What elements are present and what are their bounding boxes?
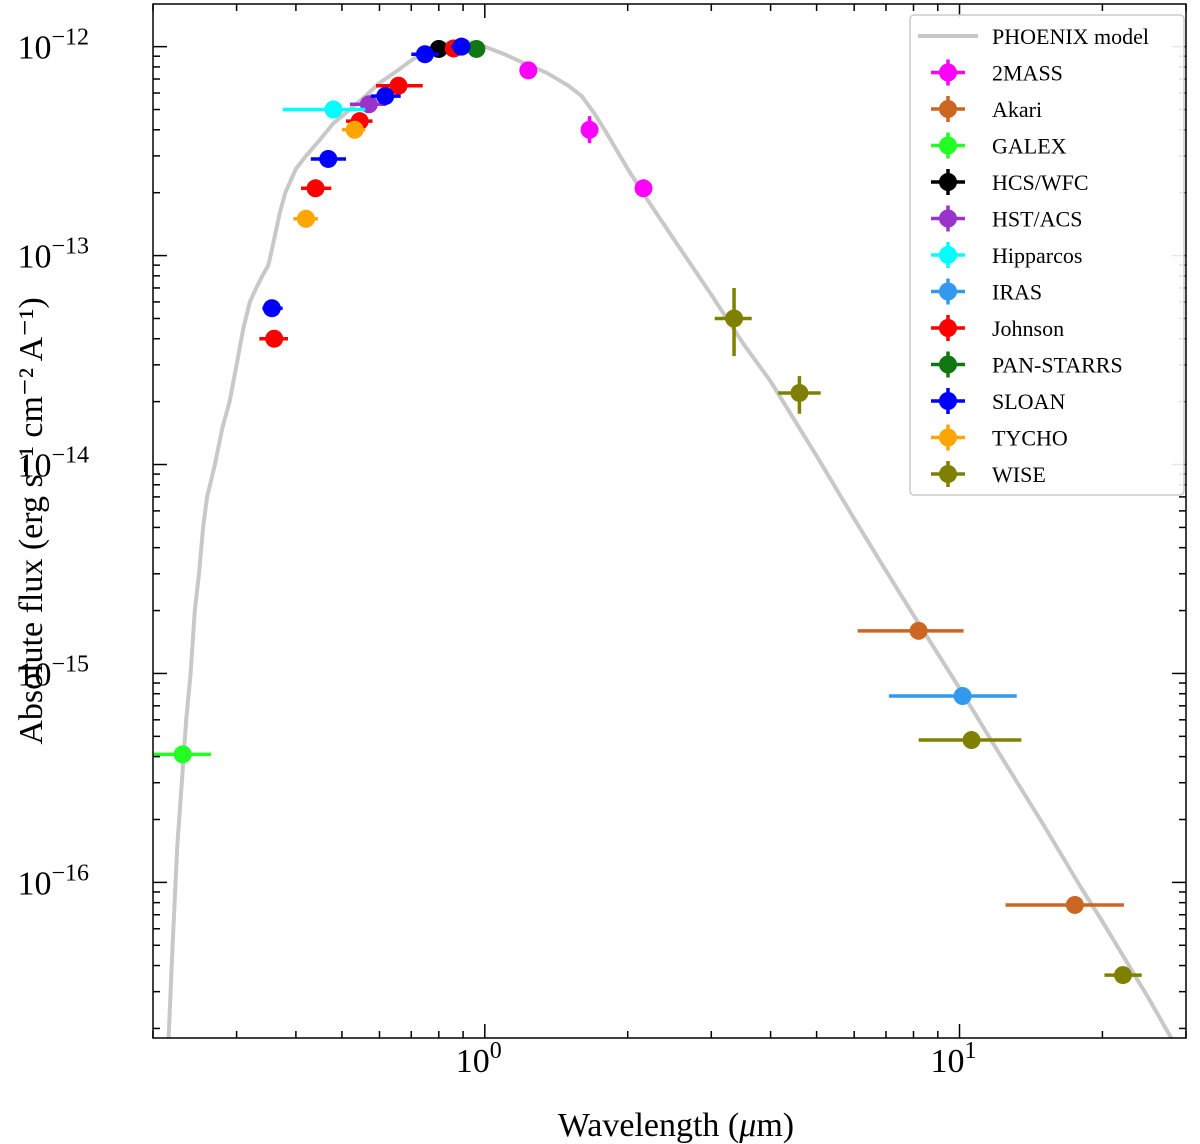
legend-label-tycho: TYCHO [992, 426, 1068, 451]
point-sloan-0[interactable] [262, 299, 281, 318]
legend-marker-sloan [939, 392, 957, 410]
legend-item-wise: WISE [931, 461, 1046, 487]
legend-label-galex: GALEX [992, 134, 1067, 159]
series-pan-starrs [467, 39, 486, 58]
point-wise-3[interactable] [1113, 966, 1132, 985]
y-tick-label-3: 10−15 [17, 651, 89, 693]
legend-marker-hst-acs [939, 209, 957, 228]
legend-marker-hcs-wfc [939, 173, 957, 191]
legend-item-2mass: 2MASS [931, 59, 1063, 86]
legend-item-hcs-wfc: HCS/WFC [931, 169, 1089, 195]
axis-tick-labels: 100 101 10−12 10−13 10−14 10−15 10−16 [17, 25, 976, 1080]
legend-label-akari: Akari [992, 97, 1042, 122]
x-axis-label: Wavelength (μm) [558, 1107, 794, 1144]
legend-label-wise: WISE [992, 462, 1046, 487]
point-2mass-0[interactable] [519, 61, 538, 80]
legend-marker-tycho [939, 428, 957, 447]
legend: PHOENIX model 2MASS Akari GALEX HCS/WFC HST/A… [909, 14, 1185, 496]
legend-item-hst-acs: HST/ACS [931, 205, 1082, 232]
legend-box [909, 14, 1185, 496]
axis-ticks [152, 4, 1187, 1038]
legend-marker-pan-starrs [939, 355, 957, 374]
legend-label-2mass: 2MASS [992, 61, 1063, 86]
legend-item-akari: Akari [931, 96, 1042, 122]
point-hipparcos-0[interactable] [324, 100, 343, 119]
series-iras [888, 687, 1017, 706]
legend-marker-johnson [939, 319, 957, 337]
y-tick-label-4: 10−16 [17, 860, 89, 902]
point-akari-0[interactable] [909, 621, 928, 640]
legend-label-johnson: Johnson [992, 316, 1064, 341]
series-hipparcos [282, 100, 366, 119]
legend-label-phoenix-model: PHOENIX model [992, 24, 1149, 49]
legend-item-pan-starrs: PAN-STARRS [931, 351, 1123, 378]
legend-item-johnson: Johnson [931, 315, 1064, 341]
y-tick-label-1: 10−13 [17, 234, 89, 276]
series-johnson [259, 39, 463, 348]
legend-item-galex: GALEX [931, 132, 1067, 159]
legend-item-sloan: SLOAN [931, 388, 1065, 414]
y-tick-label-0: 10−12 [17, 25, 89, 67]
legend-marker-galex [939, 136, 957, 155]
point-2mass-2[interactable] [634, 179, 653, 198]
model-layer [166, 39, 1174, 1038]
legend-marker-iras [939, 282, 957, 301]
legend-marker-2mass [939, 63, 957, 82]
series-akari [857, 621, 1124, 914]
point-wise-1[interactable] [790, 383, 809, 402]
legend-label-hcs-wfc: HCS/WFC [992, 170, 1089, 195]
point-tycho-1[interactable] [345, 120, 364, 139]
series-2mass [519, 61, 653, 198]
point-wise-2[interactable] [962, 731, 981, 750]
legend-label-iras: IRAS [992, 280, 1042, 305]
point-sloan-2[interactable] [376, 87, 395, 106]
series-galex [153, 745, 212, 764]
legend-label-pan-starrs: PAN-STARRS [992, 353, 1123, 378]
point-2mass-1[interactable] [580, 120, 599, 139]
phoenix-model-line [166, 39, 1174, 1038]
point-tycho-0[interactable] [296, 209, 315, 228]
point-johnson-3[interactable] [389, 76, 408, 95]
legend-marker-hipparcos [939, 246, 957, 264]
legend-item-iras: IRAS [931, 278, 1042, 305]
point-sloan-1[interactable] [319, 149, 338, 168]
y-tick-label-2: 10−14 [17, 443, 89, 485]
x-tick-label-1: 101 [931, 1038, 977, 1080]
legend-label-sloan: SLOAN [992, 389, 1065, 414]
point-wise-0[interactable] [725, 309, 744, 328]
series-sloan [262, 37, 471, 318]
point-johnson-1[interactable] [306, 179, 325, 198]
x-tick-label-0: 100 [456, 1038, 502, 1080]
data-layer [153, 37, 1142, 985]
series-wise [714, 287, 1142, 985]
legend-marker-wise [939, 465, 957, 483]
point-galex-0[interactable] [173, 745, 192, 764]
point-sloan-4[interactable] [452, 37, 471, 56]
plot-frame [152, 3, 1187, 1039]
point-johnson-0[interactable] [265, 329, 284, 348]
point-sloan-3[interactable] [415, 45, 434, 64]
legend-marker-akari [939, 100, 957, 118]
y-axis-label: Absolute flux (erg s⁻¹ cm⁻² A⁻¹) [13, 297, 50, 744]
point-pan-starrs-0[interactable] [467, 39, 486, 58]
legend-item-hipparcos: Hipparcos [931, 242, 1082, 268]
point-akari-1[interactable] [1065, 895, 1084, 914]
point-iras-0[interactable] [953, 687, 972, 706]
legend-label-hipparcos: Hipparcos [992, 243, 1082, 268]
series-tycho [293, 120, 366, 228]
legend-label-hst-acs: HST/ACS [992, 207, 1082, 232]
legend-item-tycho: TYCHO [931, 424, 1068, 451]
